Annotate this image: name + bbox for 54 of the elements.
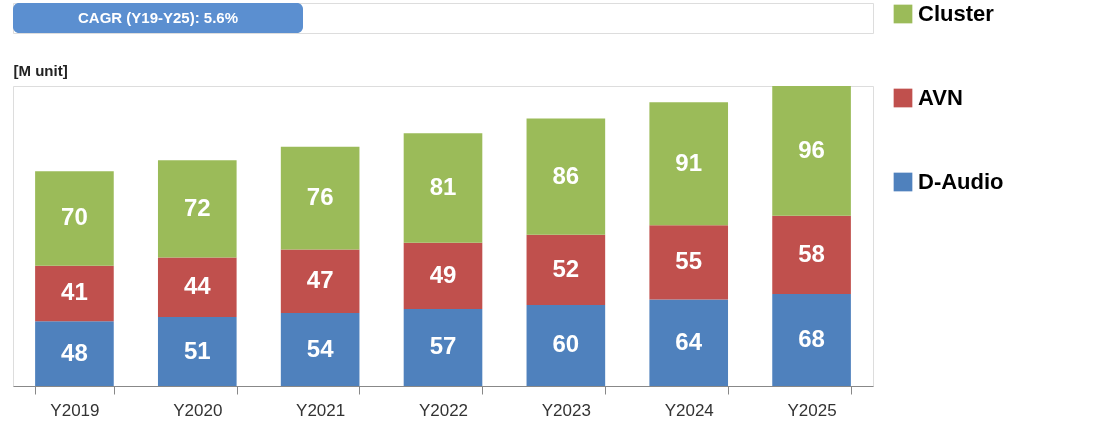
data-label: 68 <box>798 325 825 353</box>
data-label: 57 <box>429 332 457 360</box>
bar <box>157 257 237 318</box>
x-tick-label: Y2025 <box>787 400 837 420</box>
bar <box>403 133 483 243</box>
legend-label: AVN <box>918 85 963 110</box>
x-tick-label: Y2022 <box>418 400 469 420</box>
x-tick-label: Y2023 <box>541 400 591 420</box>
data-label: 54 <box>306 334 335 362</box>
data-label: 70 <box>61 203 88 231</box>
bar <box>526 118 606 235</box>
data-label: 96 <box>798 135 825 163</box>
data-label: 44 <box>183 272 212 300</box>
bar <box>403 308 483 386</box>
bar <box>280 249 360 314</box>
data-label: 47 <box>306 266 334 294</box>
legend-label: Cluster <box>918 1 995 26</box>
data-label: 60 <box>552 330 580 358</box>
bar <box>280 146 360 250</box>
bar <box>649 102 729 226</box>
bar <box>35 265 114 322</box>
bar <box>649 225 729 300</box>
data-label: 81 <box>429 173 457 201</box>
bar <box>157 317 237 386</box>
bar <box>772 294 851 386</box>
data-label: 91 <box>675 148 703 176</box>
x-tick-label: Y2024 <box>664 400 714 420</box>
data-label: 41 <box>61 278 88 306</box>
data-label: 48 <box>61 338 88 366</box>
bar <box>772 215 851 295</box>
data-label: 86 <box>552 161 580 189</box>
bar <box>526 234 606 305</box>
bar <box>403 242 483 309</box>
data-label: 55 <box>675 247 703 275</box>
chart-title: CAGR (Y19-Y25): 5.6% <box>77 9 239 26</box>
bar <box>35 171 114 266</box>
data-label: 76 <box>306 183 334 211</box>
bar <box>772 86 851 216</box>
data-label: 64 <box>675 327 703 355</box>
data-label: 58 <box>798 239 825 267</box>
data-label: 52 <box>552 254 580 282</box>
x-tick-label: Y2021 <box>296 400 346 420</box>
bar <box>35 321 114 386</box>
bar <box>280 313 360 386</box>
legend-label: D-Audio <box>918 169 1004 194</box>
x-tick-label: Y2020 <box>173 400 223 420</box>
x-tick-label: Y2019 <box>50 400 100 420</box>
y-axis-title: [M unit] <box>13 61 68 79</box>
bar <box>157 160 237 258</box>
bar <box>526 304 606 386</box>
data-label: 51 <box>183 336 211 364</box>
data-label: 72 <box>183 193 211 221</box>
bar <box>649 299 729 386</box>
data-label: 49 <box>429 260 457 288</box>
